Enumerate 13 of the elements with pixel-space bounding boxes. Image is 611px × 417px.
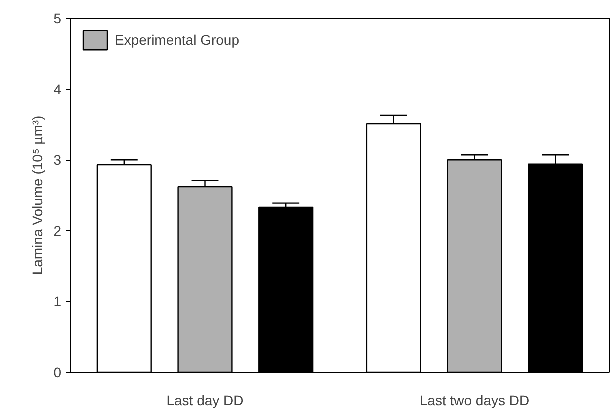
- y-tick-label: 5: [54, 10, 62, 26]
- bar: [96, 164, 152, 372]
- y-tick-label: 0: [54, 364, 62, 380]
- legend-label: Experimental Group: [115, 32, 240, 48]
- y-tick-label: 1: [54, 294, 62, 310]
- x-tick-label: Last day DD: [166, 392, 244, 408]
- y-tick-label: 4: [54, 81, 62, 98]
- y-axis-title: Lamina Volume (10⁵ µm³): [30, 116, 46, 276]
- y-tick-label: 2: [54, 222, 62, 239]
- y-tick-label: 3: [54, 152, 62, 168]
- bar: [258, 206, 314, 372]
- bar: [447, 160, 502, 372]
- x-tick-label: Last two days DD: [420, 392, 530, 408]
